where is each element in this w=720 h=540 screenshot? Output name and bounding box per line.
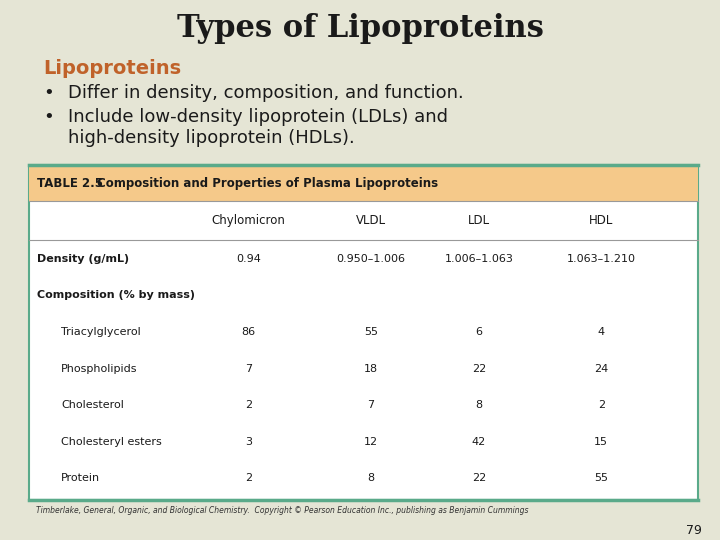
Text: 2: 2 xyxy=(245,400,252,410)
Text: 18: 18 xyxy=(364,363,378,374)
Text: 55: 55 xyxy=(364,327,378,337)
Text: 2: 2 xyxy=(245,474,252,483)
Text: 8: 8 xyxy=(367,474,374,483)
Text: 7: 7 xyxy=(367,400,374,410)
Text: Types of Lipoproteins: Types of Lipoproteins xyxy=(176,14,544,44)
Text: Include low-density lipoprotein (LDLs) and: Include low-density lipoprotein (LDLs) a… xyxy=(68,108,449,126)
Text: high-density lipoprotein (HDLs).: high-density lipoprotein (HDLs). xyxy=(68,129,355,146)
Text: 4: 4 xyxy=(598,327,605,337)
Text: Phospholipids: Phospholipids xyxy=(61,363,138,374)
Text: TABLE 2.5: TABLE 2.5 xyxy=(37,177,104,190)
Text: 6: 6 xyxy=(475,327,482,337)
Text: 0.950–1.006: 0.950–1.006 xyxy=(336,254,405,264)
Text: 55: 55 xyxy=(594,474,608,483)
Text: VLDL: VLDL xyxy=(356,214,386,227)
Text: 8: 8 xyxy=(475,400,482,410)
Text: 1.006–1.063: 1.006–1.063 xyxy=(444,254,513,264)
Text: 79: 79 xyxy=(686,524,702,537)
Text: 3: 3 xyxy=(245,437,252,447)
FancyBboxPatch shape xyxy=(29,165,698,500)
Text: 42: 42 xyxy=(472,437,486,447)
Text: Lipoproteins: Lipoproteins xyxy=(43,59,181,78)
Text: Cholesterol: Cholesterol xyxy=(61,400,124,410)
Text: LDL: LDL xyxy=(468,214,490,227)
Text: •: • xyxy=(43,108,54,126)
Text: Composition and Properties of Plasma Lipoproteins: Composition and Properties of Plasma Lip… xyxy=(97,177,438,190)
Text: 1.063–1.210: 1.063–1.210 xyxy=(567,254,636,264)
Text: 86: 86 xyxy=(241,327,256,337)
Text: 22: 22 xyxy=(472,474,486,483)
Text: 24: 24 xyxy=(594,363,608,374)
Text: 12: 12 xyxy=(364,437,378,447)
Text: Chylomicron: Chylomicron xyxy=(212,214,285,227)
Text: 0.94: 0.94 xyxy=(236,254,261,264)
Text: Protein: Protein xyxy=(61,474,100,483)
Text: HDL: HDL xyxy=(589,214,613,227)
Text: Density (g/mL): Density (g/mL) xyxy=(37,254,130,264)
Text: 15: 15 xyxy=(594,437,608,447)
Text: Differ in density, composition, and function.: Differ in density, composition, and func… xyxy=(68,84,464,102)
Text: Timberlake, General, Organic, and Biological Chemistry.  Copyright © Pearson Edu: Timberlake, General, Organic, and Biolog… xyxy=(36,506,528,515)
Text: Cholesteryl esters: Cholesteryl esters xyxy=(61,437,162,447)
Text: Composition (% by mass): Composition (% by mass) xyxy=(37,291,195,300)
Text: Triacylglycerol: Triacylglycerol xyxy=(61,327,141,337)
Text: 2: 2 xyxy=(598,400,605,410)
Text: 22: 22 xyxy=(472,363,486,374)
FancyBboxPatch shape xyxy=(29,165,698,201)
Text: 7: 7 xyxy=(245,363,252,374)
Text: •: • xyxy=(43,84,54,102)
